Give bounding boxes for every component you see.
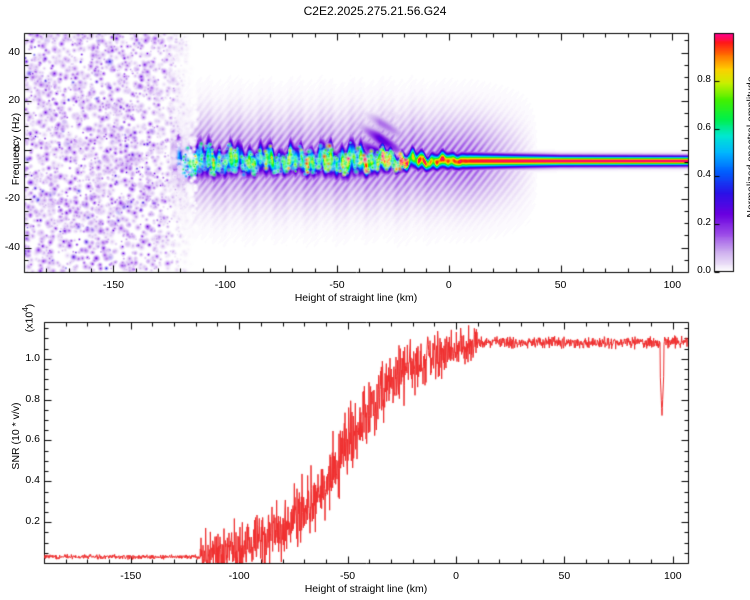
- figure-container: C2E2.2025.275.21.56.G24 -150 -100 -50 0 50 10…: [0, 0, 750, 600]
- figure-canvas: [0, 0, 750, 600]
